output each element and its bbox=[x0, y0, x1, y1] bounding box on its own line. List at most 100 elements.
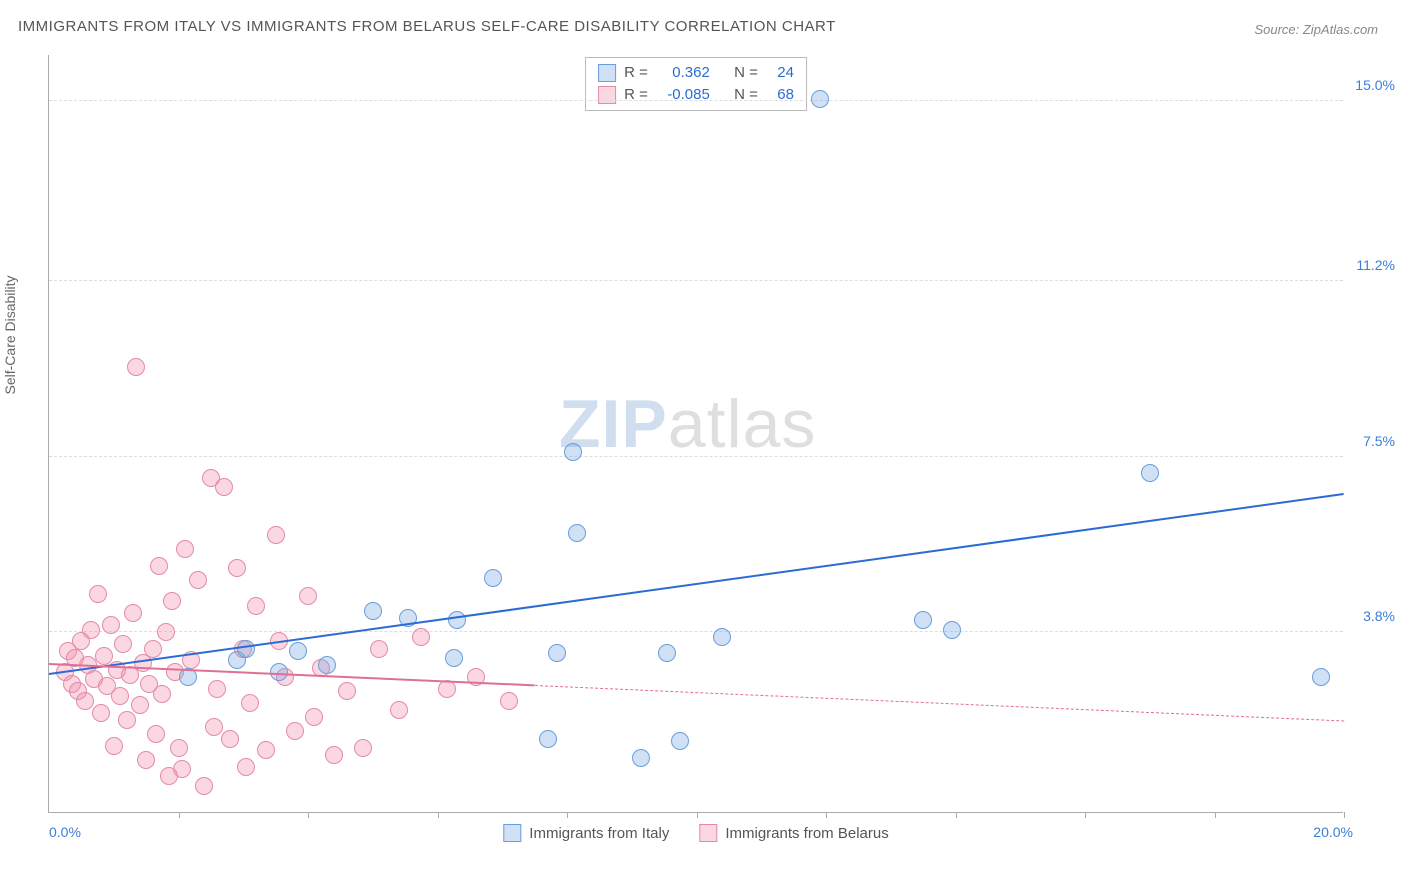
n-label: N = bbox=[734, 84, 758, 106]
data-point-belarus bbox=[157, 623, 175, 641]
x-tick bbox=[308, 812, 309, 818]
data-point-italy bbox=[568, 524, 586, 542]
italy-swatch bbox=[503, 824, 521, 842]
x-tick bbox=[1085, 812, 1086, 818]
gridline bbox=[49, 280, 1343, 281]
data-point-belarus bbox=[131, 696, 149, 714]
y-tick-label: 15.0% bbox=[1355, 77, 1395, 93]
data-point-italy bbox=[448, 611, 466, 629]
watermark: ZIPatlas bbox=[559, 385, 816, 463]
legend-label-belarus: Immigrants from Belarus bbox=[725, 825, 888, 842]
data-point-belarus bbox=[105, 737, 123, 755]
italy-swatch bbox=[598, 64, 616, 82]
data-point-italy bbox=[658, 644, 676, 662]
data-point-belarus bbox=[150, 557, 168, 575]
x-tick bbox=[826, 812, 827, 818]
y-tick-label: 11.2% bbox=[1356, 257, 1395, 273]
data-point-belarus bbox=[195, 777, 213, 795]
data-point-italy bbox=[564, 443, 582, 461]
r-value-italy: 0.362 bbox=[656, 62, 710, 84]
data-point-italy bbox=[445, 649, 463, 667]
x-axis-min-label: 0.0% bbox=[49, 824, 81, 840]
n-value-belarus: 68 bbox=[766, 84, 794, 106]
data-point-italy bbox=[632, 749, 650, 767]
data-point-italy bbox=[548, 644, 566, 662]
data-point-belarus bbox=[163, 592, 181, 610]
trendline-italy bbox=[49, 493, 1344, 675]
data-point-italy bbox=[914, 611, 932, 629]
data-point-italy bbox=[1141, 464, 1159, 482]
x-tick bbox=[1215, 812, 1216, 818]
data-point-italy bbox=[1312, 668, 1330, 686]
watermark-atlas: atlas bbox=[668, 386, 817, 462]
legend-label-italy: Immigrants from Italy bbox=[529, 825, 669, 842]
data-point-italy bbox=[713, 628, 731, 646]
r-label: R = bbox=[624, 62, 648, 84]
r-value-belarus: -0.085 bbox=[656, 84, 710, 106]
data-point-belarus bbox=[215, 478, 233, 496]
trendline-belarus-extrapolated bbox=[535, 685, 1344, 722]
data-point-belarus bbox=[124, 604, 142, 622]
gridline bbox=[49, 100, 1343, 101]
data-point-belarus bbox=[500, 692, 518, 710]
x-tick bbox=[956, 812, 957, 818]
data-point-belarus bbox=[114, 635, 132, 653]
gridline bbox=[49, 456, 1343, 457]
data-point-belarus bbox=[299, 587, 317, 605]
stats-row-belarus: R = -0.085 N = 68 bbox=[598, 84, 794, 106]
x-tick bbox=[697, 812, 698, 818]
legend-item-belarus: Immigrants from Belarus bbox=[699, 824, 888, 842]
data-point-belarus bbox=[325, 746, 343, 764]
data-point-belarus bbox=[173, 760, 191, 778]
data-point-belarus bbox=[221, 730, 239, 748]
y-axis-label: Self-Care Disability bbox=[2, 275, 18, 394]
data-point-belarus bbox=[92, 704, 110, 722]
x-tick bbox=[438, 812, 439, 818]
data-point-belarus bbox=[137, 751, 155, 769]
data-point-belarus bbox=[208, 680, 226, 698]
data-point-belarus bbox=[102, 616, 120, 634]
data-point-belarus bbox=[228, 559, 246, 577]
x-tick bbox=[1344, 812, 1345, 818]
chart-title: IMMIGRANTS FROM ITALY VS IMMIGRANTS FROM… bbox=[18, 18, 836, 35]
data-point-italy bbox=[318, 656, 336, 674]
gridline bbox=[49, 631, 1343, 632]
y-tick-label: 7.5% bbox=[1363, 433, 1395, 449]
legend-item-italy: Immigrants from Italy bbox=[503, 824, 669, 842]
data-point-belarus bbox=[170, 739, 188, 757]
data-point-belarus bbox=[76, 692, 94, 710]
data-point-belarus bbox=[176, 540, 194, 558]
x-tick bbox=[567, 812, 568, 818]
data-point-belarus bbox=[118, 711, 136, 729]
data-point-belarus bbox=[305, 708, 323, 726]
n-value-italy: 24 bbox=[766, 62, 794, 84]
x-axis-max-label: 20.0% bbox=[1313, 824, 1353, 840]
correlation-stats-box: R = 0.362 N = 24 R = -0.085 N = 68 bbox=[585, 57, 807, 111]
data-point-belarus bbox=[241, 694, 259, 712]
r-label: R = bbox=[624, 84, 648, 106]
data-point-belarus bbox=[89, 585, 107, 603]
data-point-italy bbox=[237, 640, 255, 658]
stats-row-italy: R = 0.362 N = 24 bbox=[598, 62, 794, 84]
belarus-swatch bbox=[699, 824, 717, 842]
source-attribution: Source: ZipAtlas.com bbox=[1254, 22, 1378, 37]
y-tick-label: 3.8% bbox=[1363, 608, 1395, 624]
data-point-belarus bbox=[286, 722, 304, 740]
data-point-italy bbox=[539, 730, 557, 748]
data-point-belarus bbox=[82, 621, 100, 639]
data-point-belarus bbox=[247, 597, 265, 615]
data-point-italy bbox=[364, 602, 382, 620]
data-point-belarus bbox=[257, 741, 275, 759]
data-point-belarus bbox=[153, 685, 171, 703]
data-point-belarus bbox=[189, 571, 207, 589]
data-point-belarus bbox=[370, 640, 388, 658]
data-point-belarus bbox=[390, 701, 408, 719]
data-point-belarus bbox=[205, 718, 223, 736]
data-point-belarus bbox=[412, 628, 430, 646]
data-point-belarus bbox=[338, 682, 356, 700]
data-point-italy bbox=[289, 642, 307, 660]
data-point-belarus bbox=[127, 358, 145, 376]
data-point-italy bbox=[811, 90, 829, 108]
series-legend: Immigrants from Italy Immigrants from Be… bbox=[503, 824, 888, 842]
data-point-belarus bbox=[147, 725, 165, 743]
